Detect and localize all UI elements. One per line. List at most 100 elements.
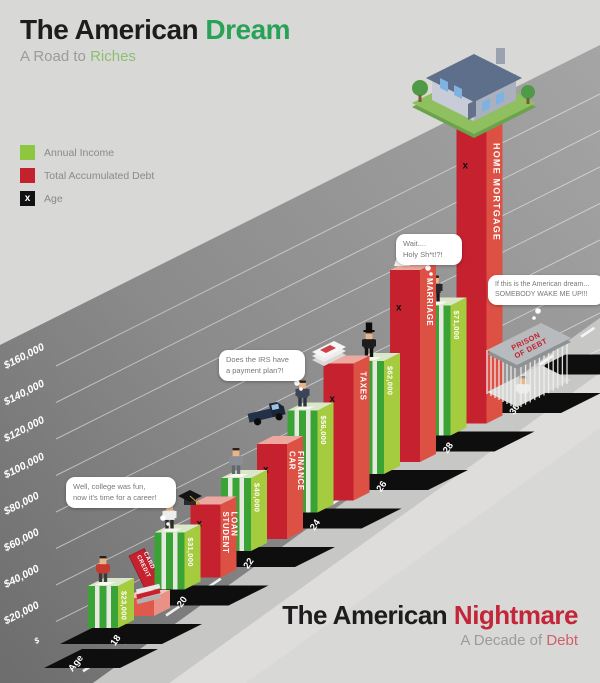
income-bar-stripe [310,410,318,513]
y-origin-label: $ [32,635,41,646]
debt-bar-label: CAR [288,451,297,470]
income-value-label: $40,000 [253,483,262,512]
debt-bar-label: FINANCE [296,451,305,491]
debt-bar-top [323,355,370,364]
income-bar-stripe [111,586,118,628]
income-bar-side [384,353,400,474]
age-x-swatch-icon: x [20,191,35,206]
age-marker-x: x [463,161,469,172]
age-group-18: 18 $23,000 [60,556,202,648]
page-title: The American Dream [20,14,291,46]
person-age-18 [96,556,110,582]
thought-dots [160,265,541,526]
age-marker-x: x [396,302,402,313]
income-bar-top-pad [228,474,248,477]
income-bar-stripe [244,478,251,551]
income-bar-top-pad [294,406,315,410]
footer-title: The American Nightmare [282,600,578,631]
age-group-20: 20 STUDENT LOAN x$31,000 [126,496,269,610]
tree-icon [521,85,535,99]
tree-icon [412,80,428,96]
speech-bubble-career: Well, college was fun, now it's time for… [66,477,176,508]
person-age-24 [295,380,310,407]
legend-item-income: Annual Income [20,145,154,160]
income-bar-top-pad [95,582,115,585]
grid-line [55,93,600,367]
debt-bar-top [257,436,303,444]
graduation-cap-icon [178,490,202,505]
age-axis-strip [44,649,158,668]
page-subtitle: A Road to Riches [20,48,136,65]
speech-bubble-holy: Wait.... Holy Sh*t!?! [396,234,462,265]
age-label: 18 [108,633,123,648]
legend-label: Total Accumulated Debt [44,169,155,182]
income-bar-stripe [154,532,162,590]
speech-bubble-irs: Does the IRS have a payment plan?! [219,350,305,381]
income-bar-side [251,470,267,551]
speech-bubble-wake-up: If this is the American dream... SOMEBOD… [488,275,600,305]
income-swatch-icon [20,145,35,160]
footer-title-accent: Nightmare [453,600,579,630]
income-value-label: $23,000 [120,591,129,620]
prison-cage-bars [486,340,568,408]
debt-swatch-icon [20,168,35,183]
age-marker-x: x [330,394,336,405]
debt-bar-side [220,496,237,578]
grid-line [55,130,600,403]
footer-title-prefix: The American [282,600,454,630]
debt-bar-side [486,97,503,424]
footer-subtitle: A Decade of Debt [460,632,578,649]
age-label: 20 [175,595,190,610]
header: The American Dream A Road to Riches [20,14,291,65]
income-bar-side [317,402,334,513]
income-value-label: $31,000 [186,538,195,567]
grid-line [55,166,600,440]
title-prefix: The American [20,14,206,45]
tax-form-icon [312,341,346,366]
income-bar-top-pad [161,528,182,532]
debt-bar-side [353,355,370,501]
debt-bar-top [190,496,237,505]
card-stack-icon [135,583,161,605]
truck-icon [247,401,286,426]
footer: The American Nightmare A Decade of Debt [282,600,578,649]
base-platform [60,624,202,644]
debt-bar-label: LOAN [230,512,239,537]
income-bar-stripe [177,532,185,590]
income-bar-side [184,524,201,590]
debt-bar-label: TAXES [359,372,368,401]
age-label: 22 [241,556,256,571]
income-bar-stripe [166,532,173,590]
debt-bar-side [287,436,303,539]
income-value-label: $71,000 [452,311,461,340]
legend-item-age: x Age [20,191,154,206]
income-bar-side [450,297,467,436]
age-marker-x: x [197,518,203,529]
legend: Annual Income Total Accumulated Debt x A… [20,145,154,214]
income-value-label: $62,000 [386,366,395,395]
age-label: 26 [374,479,389,494]
title-accent: Dream [205,14,291,45]
debt-bar-side [420,262,436,462]
income-bar-stripe [377,361,384,474]
age-label: 28 [441,441,456,456]
income-bar-side [118,578,134,628]
legend-label: Annual Income [44,146,115,159]
legend-item-debt: Total Accumulated Debt [20,168,154,183]
person-age-26 [362,322,376,357]
debt-bar-label: MARRIAGE [425,278,434,326]
income-bar-stripe [88,586,95,628]
income-bar-stripe [443,305,451,436]
person-age-22 [229,448,243,474]
grid-line [55,203,600,476]
income-value-label: $56,000 [319,416,328,445]
debt-bar-label: HOME MORTGAGE [492,143,502,241]
house-icon [412,48,536,138]
prison-of-debt-icon: PRISON OF DEBT [486,323,571,408]
debt-bar-label: STUDENT [221,512,230,554]
income-bar-stripe [99,586,107,628]
legend-label: Age [44,192,63,205]
